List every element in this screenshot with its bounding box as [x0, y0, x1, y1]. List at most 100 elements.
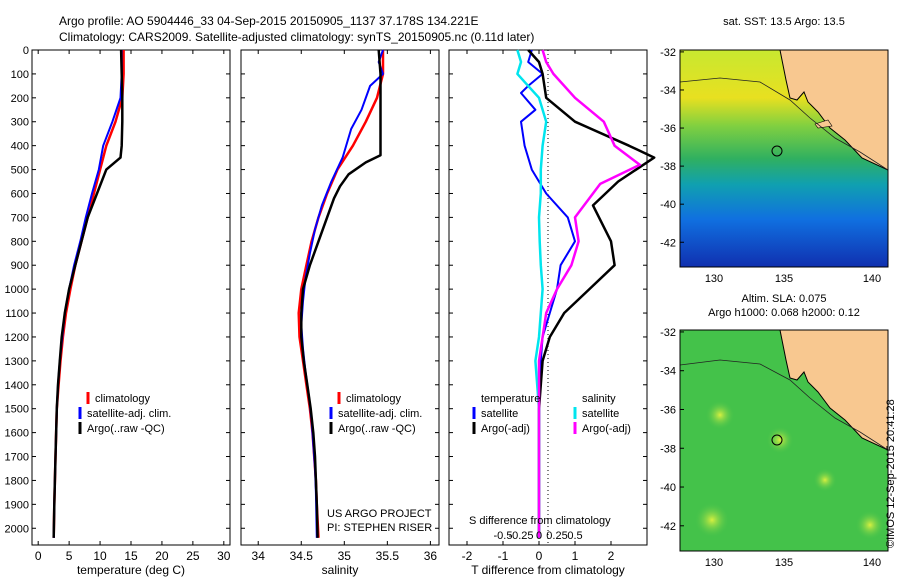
difference-top-axis: -0.5-0.25 0 0.25 0.5 [494, 530, 583, 542]
x-tick-label: 0 [35, 549, 42, 563]
legend-label-satellite: satellite-adj. clim. [338, 408, 422, 420]
series-line-4 [537, 49, 642, 538]
map-lat-label: -32 [660, 47, 676, 59]
sst-argo-location [771, 145, 783, 157]
legend-label-climatology: climatology [346, 393, 402, 405]
sst-island [814, 119, 833, 129]
title-line-1: Argo profile: AO 5904446_33 04-Sep-2015 … [59, 14, 478, 28]
map-lat-label: -42 [660, 237, 676, 249]
map-lat-label: -36 [660, 123, 676, 135]
temperature-plot: 0 5 10 15 20 25 30 [32, 49, 231, 563]
legend-heading-temperature: temperature [481, 393, 540, 405]
map-lon-label: 135 [775, 273, 793, 285]
legend-label-s-satellite: satellite [582, 408, 619, 420]
series-line-1 [52, 50, 125, 538]
series-line-2 [527, 49, 656, 538]
series-line-1 [297, 50, 385, 538]
project-credit-line-2: PI: STEPHEN RISER [327, 522, 432, 534]
difference-top-axis-label: S difference from climatology [469, 515, 611, 527]
sla-coast [779, 330, 888, 451]
map-lat-label: -34 [660, 366, 676, 378]
x-tick-label: -2 [462, 549, 473, 563]
x-tick-label: 2 [608, 549, 615, 563]
depth-tick-label: 900 [11, 260, 29, 272]
depth-tick-label: 1200 [5, 332, 29, 344]
series-line-3 [52, 49, 124, 538]
map-axes: 130 135 140 -32 -34 -36 -38 -40 -42 130 135 140 -32 -… [660, 47, 881, 569]
sla-eddy [705, 400, 735, 430]
depth-tick-label: 1100 [5, 308, 29, 320]
difference-plot: -2 -1 0 1 2 [449, 49, 656, 563]
sla-shelf-contour [680, 359, 888, 451]
depth-tick-label: 1400 [5, 380, 29, 392]
map-lat-label: -34 [660, 85, 676, 97]
sst-shelf-contour [680, 77, 888, 171]
x-tick-label: 5 [66, 549, 73, 563]
series-line-3 [300, 49, 382, 538]
x-tick-label: 15 [124, 549, 138, 563]
imos-credit: ©IMOS 12-Sep-2015 20:41:28 [885, 399, 897, 548]
legend-label-climatology: climatology [95, 393, 151, 405]
depth-tick-label: 700 [11, 212, 29, 224]
x-tick-label: 34 [252, 549, 266, 563]
x-tick-label: -1 [498, 549, 509, 563]
project-credit-line-1: US ARGO PROJECT [327, 508, 432, 520]
depth-tick-label: 400 [11, 141, 29, 153]
series-line-3 [516, 49, 548, 538]
x-tick-label: 36 [424, 549, 438, 563]
salinity-plot: 34 34.5 35 35.5 36 [241, 49, 439, 563]
x-tick-label: 10 [93, 549, 107, 563]
sst-coast [779, 50, 888, 171]
sla-eddy [855, 510, 885, 540]
difference-axis-label: T difference from climatology [471, 563, 625, 577]
sla-argo-location [771, 434, 783, 446]
x-tick-label: 35.5 [376, 549, 400, 563]
x-tick-label: 35 [338, 549, 352, 563]
sla-eddy [766, 426, 794, 454]
depth-tick-label: 1600 [5, 428, 29, 440]
x-tick-label: 20 [155, 549, 169, 563]
depth-tick-label: 1300 [5, 356, 29, 368]
top-tick-label: -0.5 [494, 530, 513, 542]
map-lon-label: 140 [863, 557, 881, 569]
depth-tick-label: 1500 [5, 404, 29, 416]
series-line-2 [52, 50, 123, 538]
legend-label-satellite: satellite-adj. clim. [87, 408, 171, 420]
salinity-legend: climatology satellite-adj. clim. Argo(..… [329, 392, 422, 435]
map-lon-label: 130 [705, 273, 723, 285]
map-lat-label: -36 [660, 404, 676, 416]
map-lon-label: 130 [705, 557, 723, 569]
map-lat-label: -40 [660, 482, 676, 494]
top-tick-label: 0.5 [567, 530, 582, 542]
map-lat-label: -40 [660, 199, 676, 211]
depth-axis: 0 100 200 300 400 500 600 700 800 900 1000 1100 1200… [5, 45, 29, 535]
map-lat-label: -38 [660, 161, 676, 173]
sst-map: sat. SST: 13.5 Argo: 13.5 [679, 16, 889, 268]
depth-tick-label: 0 [23, 45, 29, 57]
sst-map-frame [679, 49, 889, 268]
depth-tick-label: 300 [11, 117, 29, 129]
salinity-axis-label: salinity [322, 563, 359, 577]
depth-tick-label: 100 [11, 69, 29, 81]
depth-tick-label: 600 [11, 188, 29, 200]
x-tick-label: 30 [217, 549, 231, 563]
sst-map-title: sat. SST: 13.5 Argo: 13.5 [723, 16, 845, 28]
legend-label-t-satellite: satellite [481, 408, 518, 420]
map-lon-label: 135 [775, 557, 793, 569]
sla-eddy [813, 468, 837, 492]
sla-map-title-1: Altim. SLA: 0.075 [742, 293, 827, 305]
top-tick-label: 0 [536, 530, 542, 542]
sla-map-frame [679, 329, 889, 552]
depth-tick-label: 500 [11, 165, 29, 177]
temperature-panel-frame [31, 49, 231, 546]
legend-label-argo: Argo(..raw -QC) [87, 423, 165, 435]
legend-label-argo: Argo(..raw -QC) [338, 423, 416, 435]
map-lat-label: -42 [660, 521, 676, 533]
x-tick-label: 34.5 [290, 549, 314, 563]
title-line-2: Climatology: CARS2009. Satellite-adjuste… [59, 30, 534, 44]
legend-label-s-argo: Argo(-adj) [582, 423, 631, 435]
temperature-axis-label: temperature (deg C) [77, 563, 185, 577]
x-tick-label: 0 [536, 549, 543, 563]
depth-tick-label: 1000 [5, 284, 29, 296]
